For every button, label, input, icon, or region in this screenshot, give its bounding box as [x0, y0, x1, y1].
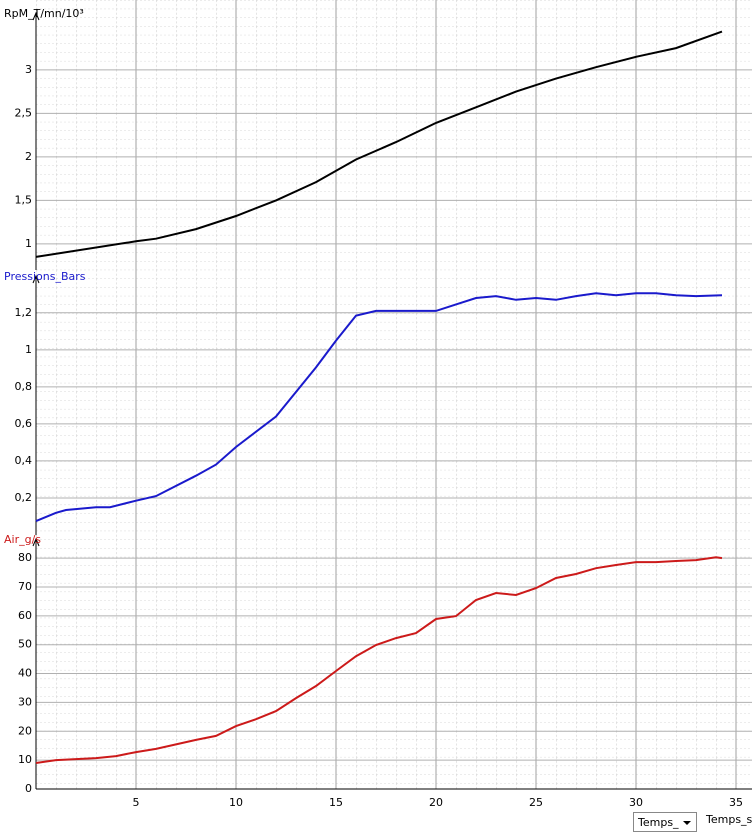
y-tick-label: 0,6 — [15, 417, 33, 430]
y-tick-label: 2 — [25, 150, 32, 163]
x-tick-label: 35 — [729, 796, 743, 809]
y-tick-label: 0,2 — [15, 491, 33, 504]
x-tick-label: 30 — [629, 796, 643, 809]
y-tick-label: 10 — [18, 753, 32, 766]
y-tick-label: 70 — [18, 580, 32, 593]
y-axis-arrow — [32, 11, 40, 21]
y-axis-label: Pressions_Bars — [4, 270, 86, 283]
y-tick-label: 1 — [25, 343, 32, 356]
y-tick-label: 1,5 — [15, 193, 33, 206]
y-axis-label: Air_g/s — [4, 533, 41, 546]
series-line — [35, 556, 723, 764]
y-tick-label: 1,2 — [15, 306, 33, 319]
y-axis-label: RpM_T/mn/10³ — [4, 7, 84, 20]
y-tick-label: 3 — [25, 63, 32, 76]
x-axis-label: Temps_s — [705, 813, 753, 826]
y-tick-label: 50 — [18, 638, 32, 651]
y-tick-label: 0,8 — [15, 380, 33, 393]
y-axis-arrow — [32, 274, 40, 284]
x-tick-label: 5 — [133, 796, 140, 809]
minor-grid — [36, 0, 752, 789]
x-tick-label: 15 — [329, 796, 343, 809]
x-tick-label: 20 — [429, 796, 443, 809]
y-tick-label: 2,5 — [15, 106, 33, 119]
x-selector[interactable]: Temps_ — [633, 812, 697, 832]
y-tick-label: 0,4 — [15, 454, 33, 467]
y-tick-label: 80 — [18, 551, 32, 564]
series-line — [35, 30, 723, 258]
x-tick-label: 10 — [229, 796, 243, 809]
y-axis-arrow — [32, 537, 40, 547]
series-line — [35, 292, 723, 523]
x-tick-label: 25 — [529, 796, 543, 809]
y-tick-label: 60 — [18, 609, 32, 622]
y-tick-label: 40 — [18, 667, 32, 680]
y-tick-label: 20 — [18, 724, 32, 737]
y-tick-label: 1 — [25, 237, 32, 250]
y-tick-label: 30 — [18, 695, 32, 708]
y-tick-label: 0 — [25, 782, 32, 795]
